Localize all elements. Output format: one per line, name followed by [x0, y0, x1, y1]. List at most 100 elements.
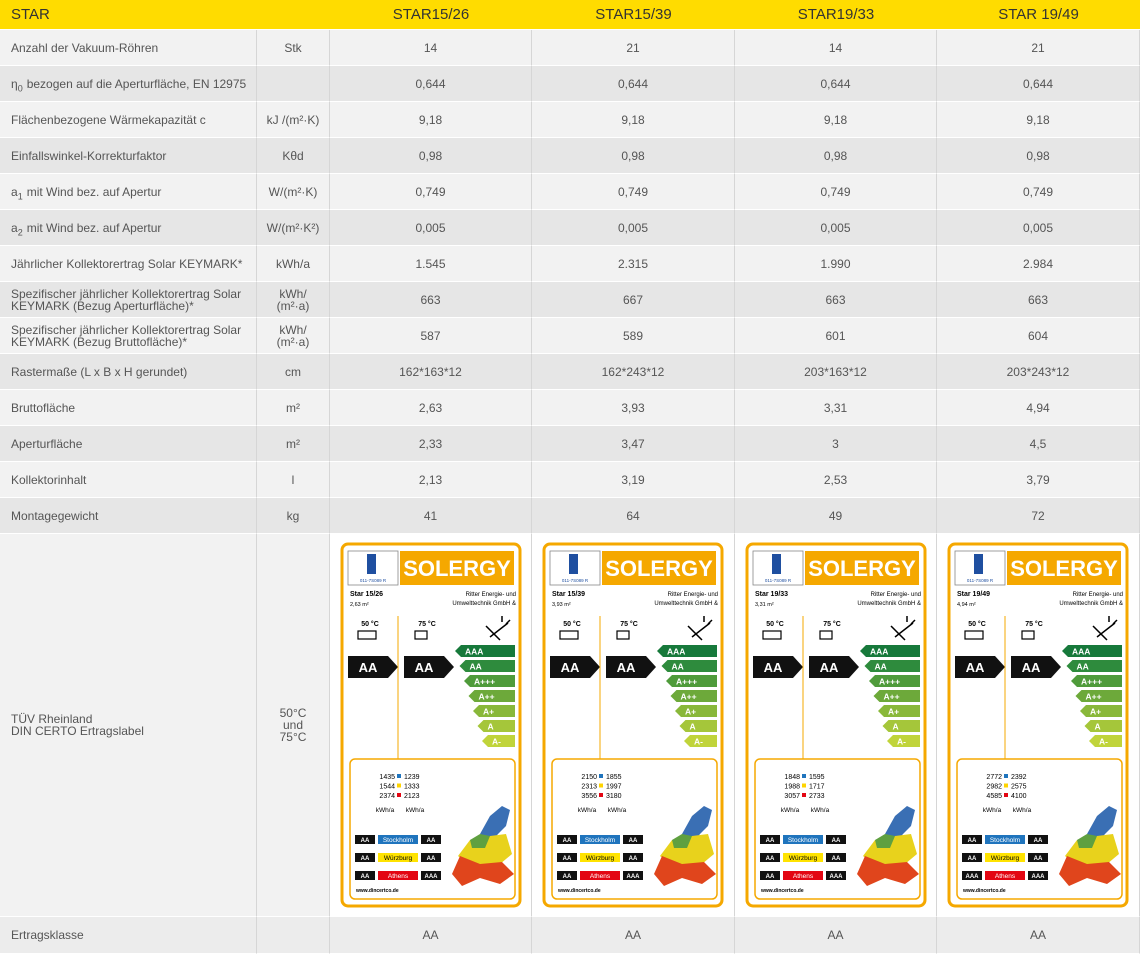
website: www.dincertco.de: [355, 888, 399, 894]
value: AA: [937, 917, 1140, 954]
city-box: [783, 870, 823, 880]
unit: kWh/(m²·a): [257, 318, 330, 354]
value: 9,18: [937, 102, 1140, 138]
value-text: AA: [1029, 928, 1046, 942]
unit-label: kWh/a: [608, 807, 627, 814]
yield: 1855: [606, 774, 622, 781]
header-cell: STAR19/33: [735, 0, 937, 30]
yield: 3057: [784, 793, 800, 800]
energy-label: 011-7S089 R SOLERGY Star 15/26 2,63 m² Ritte…: [340, 542, 522, 907]
value-text: 2,53: [823, 472, 848, 487]
city-grade: AA: [361, 856, 370, 862]
label-cell: 011-7S089 R SOLERGY Star 15/26 2,63 m² Ritte…: [330, 534, 532, 917]
class-bar: [684, 734, 717, 747]
unit: W/(m²·K): [257, 174, 330, 210]
yield-marker: [397, 783, 401, 787]
value: 0,749: [330, 174, 532, 210]
logo-mark: [367, 553, 376, 574]
class-text: AA: [1077, 661, 1089, 671]
city-grade: AA: [832, 838, 841, 844]
class-text: AAA: [667, 646, 685, 656]
unit: W/(m²·K²): [257, 210, 330, 246]
value: 1.545: [330, 246, 532, 282]
value: 2,63: [330, 390, 532, 426]
city-grade: AA: [766, 874, 775, 880]
value-text: 3,47: [621, 436, 645, 451]
class-bar: [468, 689, 515, 702]
unit-text: (m²·a): [276, 298, 310, 313]
unit: Kθd: [257, 138, 330, 174]
value: 203*243*12: [937, 354, 1140, 390]
row-label: Aperturfläche: [0, 426, 257, 462]
manufacturer: Umwelttechnik GmbH &: [654, 601, 718, 607]
yield: 1239: [404, 774, 420, 781]
icon: [616, 629, 630, 640]
area: 3,93 m²: [552, 602, 571, 608]
icon: [762, 629, 782, 640]
value-text: 0,005: [617, 220, 649, 235]
class-text: A: [893, 721, 899, 731]
city-grade-box: [623, 852, 643, 862]
yield-marker: [599, 792, 603, 797]
row-label: Einfallswinkel-Korrekturfaktor: [0, 138, 257, 174]
value: 0,749: [532, 174, 735, 210]
class-bar: [1066, 659, 1122, 672]
value-text: 601: [825, 328, 846, 343]
row-label: η0 bezogen auf die Aperturfläche, EN 1297…: [0, 66, 257, 102]
city-grade: AAA: [1032, 874, 1046, 880]
value-text: 0,005: [1022, 220, 1054, 235]
row-label-text-lines: TÜV Rheinland DIN CERTO Ertragslabel: [11, 713, 144, 737]
class-text: A-: [1099, 736, 1108, 746]
icon: [357, 629, 377, 640]
class-bar: [1089, 734, 1122, 747]
unit-text: l: [291, 472, 295, 487]
value-text: 3,19: [621, 472, 645, 487]
class-bar: [1075, 689, 1122, 702]
yield-marker: [1004, 792, 1008, 797]
class-text: A: [488, 721, 494, 731]
brand: SOLERGY: [808, 556, 916, 581]
value-text: 0,644: [617, 76, 649, 91]
unit-text: (m²·a): [276, 334, 310, 349]
yield: 1997: [606, 783, 622, 790]
city-grade-box: [421, 834, 441, 844]
city-grade: AA: [361, 838, 370, 844]
label-cell: 011-7S089 R SOLERGY Star 19/49 4,94 m² Ritte…: [937, 534, 1140, 917]
value-text: 21: [1031, 40, 1045, 55]
value: 604: [937, 318, 1140, 354]
city-box: [985, 834, 1025, 844]
value: 162*163*12: [330, 354, 532, 390]
city-grade: AAA: [425, 874, 439, 880]
city-grade-box: [962, 852, 982, 862]
yield: 2733: [809, 793, 825, 800]
class-bar: [873, 689, 920, 702]
value-text: 0,644: [1022, 76, 1054, 91]
value: 0,98: [330, 138, 532, 174]
row-label-text: Spezifischer jährlicher Kollektorertrag …: [11, 322, 242, 349]
grade-arrow: [606, 655, 656, 678]
yield-marker: [397, 773, 401, 778]
unit: Stk: [257, 30, 330, 66]
unit-label: kWh/a: [376, 807, 395, 814]
unit-text: W/(m²·K²): [266, 220, 320, 235]
city-grade: AA: [563, 838, 572, 844]
product-name: Star 19/33: [755, 591, 788, 598]
unit-text: m²: [286, 400, 300, 415]
unit: [257, 66, 330, 102]
class-text: A+++: [676, 676, 697, 686]
unit-text: kJ /(m²·K): [266, 112, 320, 127]
yield-marker: [1004, 773, 1008, 778]
value: 64: [532, 498, 735, 534]
value: 4,94: [937, 390, 1140, 426]
class-text: AAA: [1072, 646, 1090, 656]
brand: SOLERGY: [1010, 556, 1118, 581]
row-label-text: TÜV Rheinland: [11, 712, 93, 726]
row-label-text: Jährlicher Kollektorertrag Solar KEYMARK…: [11, 256, 243, 271]
yield-marker: [1004, 783, 1008, 787]
label-cell: 011-7S089 R SOLERGY Star 15/39 3,93 m² Ritte…: [532, 534, 735, 917]
yield: 2150: [581, 774, 597, 781]
grade: AA: [820, 660, 839, 675]
cert-code: 011-7S089 R: [360, 578, 387, 583]
value-text: 9,18: [823, 112, 848, 127]
grade: AA: [359, 660, 378, 675]
